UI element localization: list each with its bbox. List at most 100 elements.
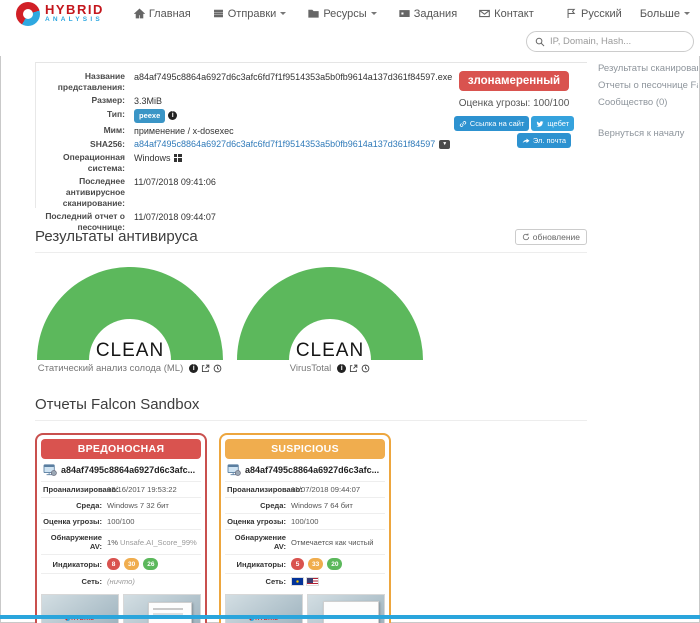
gauge-virustotal: CLEAN VirusTotal (235, 267, 425, 374)
indicator-badge-informative: 26 (143, 558, 159, 570)
brand-title: HYBRID (45, 2, 104, 18)
brand-subtitle: ANALYSIS (45, 16, 103, 24)
envelope-icon (479, 9, 491, 18)
card-row-threat-score: Оценка угрозы: 100/100 (225, 513, 385, 529)
nav-item-submissions[interactable]: Отправки (213, 8, 287, 20)
last-sandbox-date: 11/07/2018 09:44:07 (134, 211, 216, 222)
card-row-environment: Среда: Windows 7 64 бит (225, 497, 385, 513)
card-row-av-detection: Обнаружение AV: Отмечается как чистый (225, 529, 385, 554)
hybrid-analysis-logo[interactable]: HYBRID ANALYSIS (16, 1, 104, 26)
os-name: Windows (134, 152, 171, 163)
card-row-network: Сеть: (225, 573, 385, 589)
card-row-av-detection: Обнаружение AV: 1% Unsafe.AI_Score_99% (41, 529, 201, 554)
nav-item-resources[interactable]: Ресурсы (308, 8, 377, 20)
home-icon (133, 8, 145, 19)
detail-row-last-sandbox: Последний отчет о песочнице: 11/07/2018 … (45, 211, 216, 232)
info-icon[interactable] (337, 364, 347, 373)
dialog-window (148, 602, 192, 623)
file-overview: Название представления: a84af7495c8864a6… (35, 62, 587, 232)
sidebar-link-community[interactable]: Сообщество (0) (598, 97, 668, 108)
card-verdict-label: SUSPICIOUS (225, 439, 385, 459)
email-button[interactable]: Эл. почта (516, 133, 571, 148)
report-card-malicious[interactable]: ВРЕДОНОСНАЯ a84af7495c8864a6927d6c3afc..… (35, 433, 207, 623)
file-name: a84af7495c8864a6927d6c3afc6fd7f1f9514353… (134, 71, 453, 82)
search-input[interactable] (550, 36, 685, 47)
external-link-icon[interactable] (349, 364, 358, 373)
clock-icon[interactable] (213, 364, 222, 373)
card-row-network: Сеть: (ничто) (41, 573, 201, 589)
sha256-link[interactable]: a84af7495c8864a6927d6c3afc6fd7f1f9514353… (134, 139, 436, 149)
info-icon[interactable] (189, 364, 199, 373)
indicator-badge-suspicious: 30 (124, 558, 140, 570)
gauge-status: CLEAN (295, 340, 365, 361)
back-to-top-link[interactable]: Вернуться к началу (598, 128, 685, 139)
search-icon (535, 37, 545, 46)
website-link-button[interactable]: Ссылка на сайт (453, 116, 530, 131)
card-row-indicators: Индикаторы: 5 33 20 (225, 554, 385, 573)
executable-file-icon (43, 464, 57, 476)
flag-icon (567, 8, 576, 18)
last-av-scan-date: 11/07/2018 09:41:06 (134, 176, 216, 187)
chevron-down-icon (280, 12, 287, 18)
verdict-panel: злонамеренный Оценка угрозы: 100/100 Ссы… (453, 71, 575, 148)
report-file-link[interactable]: a84af7495c8864a6927d6c3afc... (225, 459, 385, 481)
nav-item-contact[interactable]: Контакт (479, 8, 534, 20)
logo-swirl-icon (16, 1, 40, 26)
refresh-button[interactable]: обновление (514, 228, 587, 245)
link-icon (459, 120, 466, 127)
card-row-environment: Среда: Windows 7 32 бит (41, 497, 201, 513)
chevron-down-icon (370, 12, 377, 18)
file-size: 3.3MiB (134, 95, 163, 106)
chevron-down-icon (684, 12, 690, 18)
sidebar-link-falcon-reports[interactable]: Отчеты о песочнице Falcon (2) (598, 80, 698, 91)
malicious-badge: злонамеренный (458, 71, 570, 91)
threat-score: Оценка угрозы: 100/100 (458, 98, 570, 109)
external-link-icon[interactable] (201, 364, 210, 373)
windows-logo-icon (173, 153, 182, 162)
sidebar-link-av-results[interactable]: Результаты сканирования антивируса (598, 63, 698, 74)
tweet-button[interactable]: щебет (531, 116, 575, 131)
nav-item-jobs[interactable]: Задания (399, 8, 457, 20)
antivirus-results-section: Результаты антивируса обновление CLEAN С… (35, 222, 587, 374)
card-verdict-label: ВРЕДОНОСНАЯ (41, 439, 201, 459)
list-icon (213, 9, 223, 18)
dialog-window (323, 601, 379, 623)
detail-row-last-av-scan: Последнее антивирусное сканирование: 11/… (62, 176, 216, 208)
indicator-badge-malicious: 8 (107, 558, 120, 570)
search-box[interactable] (526, 31, 694, 52)
card-row-indicators: Индикаторы: 8 30 26 (41, 554, 201, 573)
gauge-static-analysis: CLEAN Статический анализ солода (ML) (35, 267, 225, 374)
report-card-suspicious[interactable]: SUSPICIOUS a84af7495c8864a6927d6c3afc...… (219, 433, 391, 623)
more-menu[interactable]: Больше (640, 8, 690, 20)
falcon-reports-section: Отчеты Falcon Sandbox ВРЕДОНОСНАЯ a84af7… (35, 390, 587, 623)
main-content: Название представления: a84af7495c8864a6… (35, 62, 587, 623)
detail-row-sha256: SHA256: a84af7495c8864a6927d6c3afc6fd7f1… (38, 139, 587, 151)
report-file-link[interactable]: a84af7495c8864a6927d6c3afc... (41, 459, 201, 481)
id-card-icon (399, 10, 410, 17)
detail-row-type: Тип: peexe (38, 109, 587, 123)
refresh-icon (522, 233, 529, 240)
indicator-badge-informative: 20 (327, 558, 343, 570)
us-flag-icon (306, 577, 319, 586)
reports-section-title: Отчеты Falcon Sandbox (35, 396, 200, 413)
executable-file-icon (227, 464, 241, 476)
info-icon[interactable] (168, 111, 178, 121)
main-nav: Главная Отправки Ресурсы Задания Контакт (133, 8, 534, 20)
card-row-analyzed: Проанализировано: 12/16/2017 19:53:22 (41, 481, 201, 497)
expand-caret-icon[interactable] (439, 140, 451, 150)
detail-row-os: Операционная система: Windows (38, 152, 587, 174)
nav-item-home[interactable]: Главная (133, 8, 191, 20)
top-navbar: HYBRID ANALYSIS Главная Отправки Ресурсы (0, 0, 700, 27)
av-section-title: Результаты антивируса (35, 228, 198, 245)
twitter-icon (536, 120, 544, 127)
clock-icon[interactable] (361, 364, 370, 373)
language-switcher[interactable]: Русский (566, 8, 622, 20)
footer-divider (0, 615, 700, 619)
folder-icon (308, 9, 319, 18)
card-row-threat-score: Оценка угрозы: 100/100 (41, 513, 201, 529)
indicator-badge-suspicious: 33 (308, 558, 324, 570)
file-type-badge[interactable]: peexe (134, 109, 166, 123)
indicator-badge-malicious: 5 (291, 558, 304, 570)
quick-nav-sidebar: Результаты сканирования антивируса Отчет… (598, 60, 698, 142)
